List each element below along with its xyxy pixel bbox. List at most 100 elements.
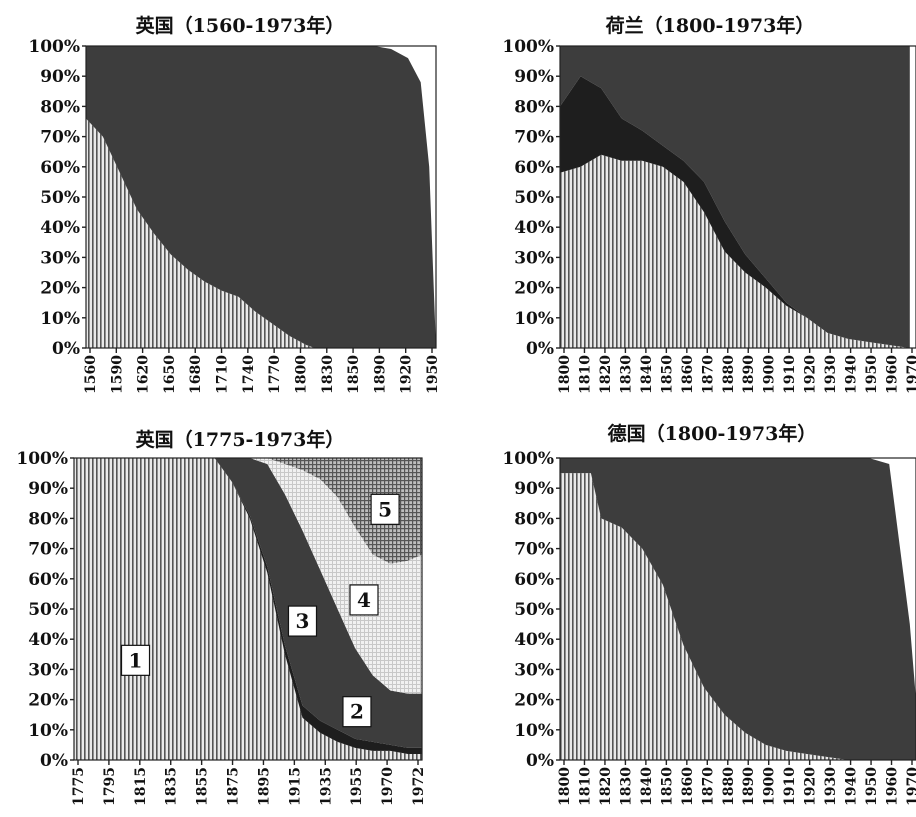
x-tick-label: 1870: [700, 355, 716, 394]
y-tick-label: 30%: [28, 660, 68, 680]
x-tick-label: 1770: [267, 355, 283, 394]
x-tick-label: 1855: [195, 767, 211, 806]
area-series-1: [86, 118, 436, 348]
x-tick-label: 1970: [380, 767, 396, 806]
area-series-1: [560, 154, 910, 348]
y-tick-label: 70%: [40, 128, 80, 148]
y-tick-label: 0%: [526, 339, 554, 359]
y-tick-label: 100%: [16, 449, 68, 469]
area-series-3: [560, 46, 910, 348]
x-tick-label: 1900: [762, 355, 778, 394]
y-tick-label: 20%: [40, 279, 80, 299]
x-tick-label: 1835: [164, 767, 180, 806]
y-tick-label: 0%: [40, 751, 68, 771]
y-tick-label: 10%: [28, 721, 68, 741]
y-tick-label: 90%: [40, 67, 80, 87]
x-tick-label: 1880: [721, 355, 737, 394]
x-tick-label: 1820: [598, 355, 614, 394]
series-label-text: 2: [350, 700, 364, 724]
series-label-text: 1: [129, 648, 143, 672]
y-tick-label: 70%: [514, 128, 554, 148]
x-tick-label: 1880: [721, 767, 737, 806]
area-series-2: [560, 76, 910, 348]
x-axis: 1560 1590 1620 1650 1680 1710 1740 1770 1800 1830…: [83, 348, 441, 394]
y-tick-label: 10%: [40, 309, 80, 329]
y-tick-label: 50%: [28, 600, 68, 620]
chart-germany-1800: 德国（1800-1973年） 0% 10% 20% 30% 40% 50% 60% 70% 80…: [502, 422, 916, 806]
x-tick-label: 1915: [287, 767, 303, 806]
x-tick-label: 1950: [864, 767, 880, 806]
chart-uk-1775: 英国（1775-1973年） 0% 10% 20% 30% 40% 50% 60% 70% 80…: [16, 428, 427, 806]
x-tick-label: 1890: [372, 355, 388, 394]
y-tick-label: 40%: [40, 218, 80, 238]
series-label-text: 3: [296, 609, 310, 633]
series-label-text: 4: [357, 588, 371, 612]
x-tick-label: 1590: [109, 355, 125, 394]
y-tick-label: 40%: [514, 630, 554, 650]
area-series-2: [560, 458, 916, 760]
x-tick-label: 1895: [256, 767, 272, 806]
x-tick-label: 1950: [864, 355, 880, 394]
series-label-box: [342, 696, 372, 728]
x-tick-label: 1940: [844, 767, 860, 806]
y-tick-label: 20%: [28, 691, 68, 711]
x-tick-label: 1972: [411, 767, 427, 806]
chart-netherlands-1800: 荷兰（1800-1973年） 0% 10% 20% 30% 40% 50% 60% 70% 80…: [502, 14, 916, 394]
stacked-areas: [559, 45, 916, 349]
y-tick-label: 10%: [514, 309, 554, 329]
x-tick-label: 1775: [71, 767, 87, 806]
y-tick-label: 80%: [40, 97, 80, 117]
y-tick-label: 80%: [28, 509, 68, 529]
y-tick-label: 90%: [514, 479, 554, 499]
x-tick-label: 1910: [782, 355, 798, 394]
y-tick-label: 100%: [28, 37, 80, 57]
y-tick-label: 30%: [514, 248, 554, 268]
y-tick-label: 60%: [40, 158, 80, 178]
chart-uk-1560: 英国（1560-1973年） 0% 10% 20% 30% 40% 50% 60% 70% 80…: [28, 14, 441, 394]
x-tick-label: 1620: [136, 355, 152, 394]
series-label-box: [287, 605, 318, 637]
y-tick-label: 60%: [514, 570, 554, 590]
x-tick-label: 1960: [885, 767, 901, 806]
area-series-1: [560, 473, 916, 760]
x-tick-label: 1710: [215, 355, 231, 394]
y-tick-label: 20%: [514, 691, 554, 711]
x-tick-label: 1830: [320, 355, 336, 394]
y-tick-label: 20%: [514, 279, 554, 299]
stacked-areas: [85, 45, 437, 349]
x-tick-label: 1875: [226, 767, 242, 806]
series-box-labels: 1 2 3 4 5: [120, 493, 400, 728]
series-label-3: 3: [287, 605, 318, 637]
x-tick-label: 1940: [844, 355, 860, 394]
chart-title: 英国（1775-1973年）: [136, 428, 345, 451]
area-series-4: [74, 458, 422, 694]
series-label-box: [120, 644, 151, 676]
x-tick-label: 1900: [762, 767, 778, 806]
x-tick-label: 1920: [803, 767, 819, 806]
series-label-box: [370, 493, 400, 525]
x-tick-label: 1860: [680, 355, 696, 394]
y-tick-label: 80%: [514, 509, 554, 529]
x-tick-label: 1910: [782, 767, 798, 806]
x-tick-label: 1850: [659, 767, 675, 806]
x-axis: 1800 1810 1820 1830 1840 1850 1860 1870 1880 1890…: [557, 348, 916, 394]
x-tick-label: 1950: [425, 355, 441, 394]
y-tick-label: 70%: [28, 540, 68, 560]
y-axis: 0% 10% 20% 30% 40% 50% 60% 70% 80% 90% 100%: [16, 449, 74, 771]
x-tick-label: 1740: [241, 355, 257, 394]
y-tick-label: 0%: [526, 751, 554, 771]
y-tick-label: 50%: [40, 188, 80, 208]
area-series-1: [74, 458, 422, 760]
x-tick-label: 1650: [162, 355, 178, 394]
x-tick-label: 1850: [346, 355, 362, 394]
area-series-3: [74, 458, 422, 748]
y-axis: 0% 10% 20% 30% 40% 50% 60% 70% 80% 90% 100%: [502, 449, 560, 771]
y-axis: 0% 10% 20% 30% 40% 50% 60% 70% 80% 90% 100%: [28, 37, 86, 359]
y-tick-label: 80%: [514, 97, 554, 117]
series-label-text: 5: [378, 497, 392, 521]
x-tick-label: 1920: [803, 355, 819, 394]
x-tick-label: 1960: [885, 355, 901, 394]
x-tick-label: 1680: [188, 355, 204, 394]
x-tick-label: 1800: [557, 767, 573, 806]
x-tick-label: 1840: [639, 767, 655, 806]
